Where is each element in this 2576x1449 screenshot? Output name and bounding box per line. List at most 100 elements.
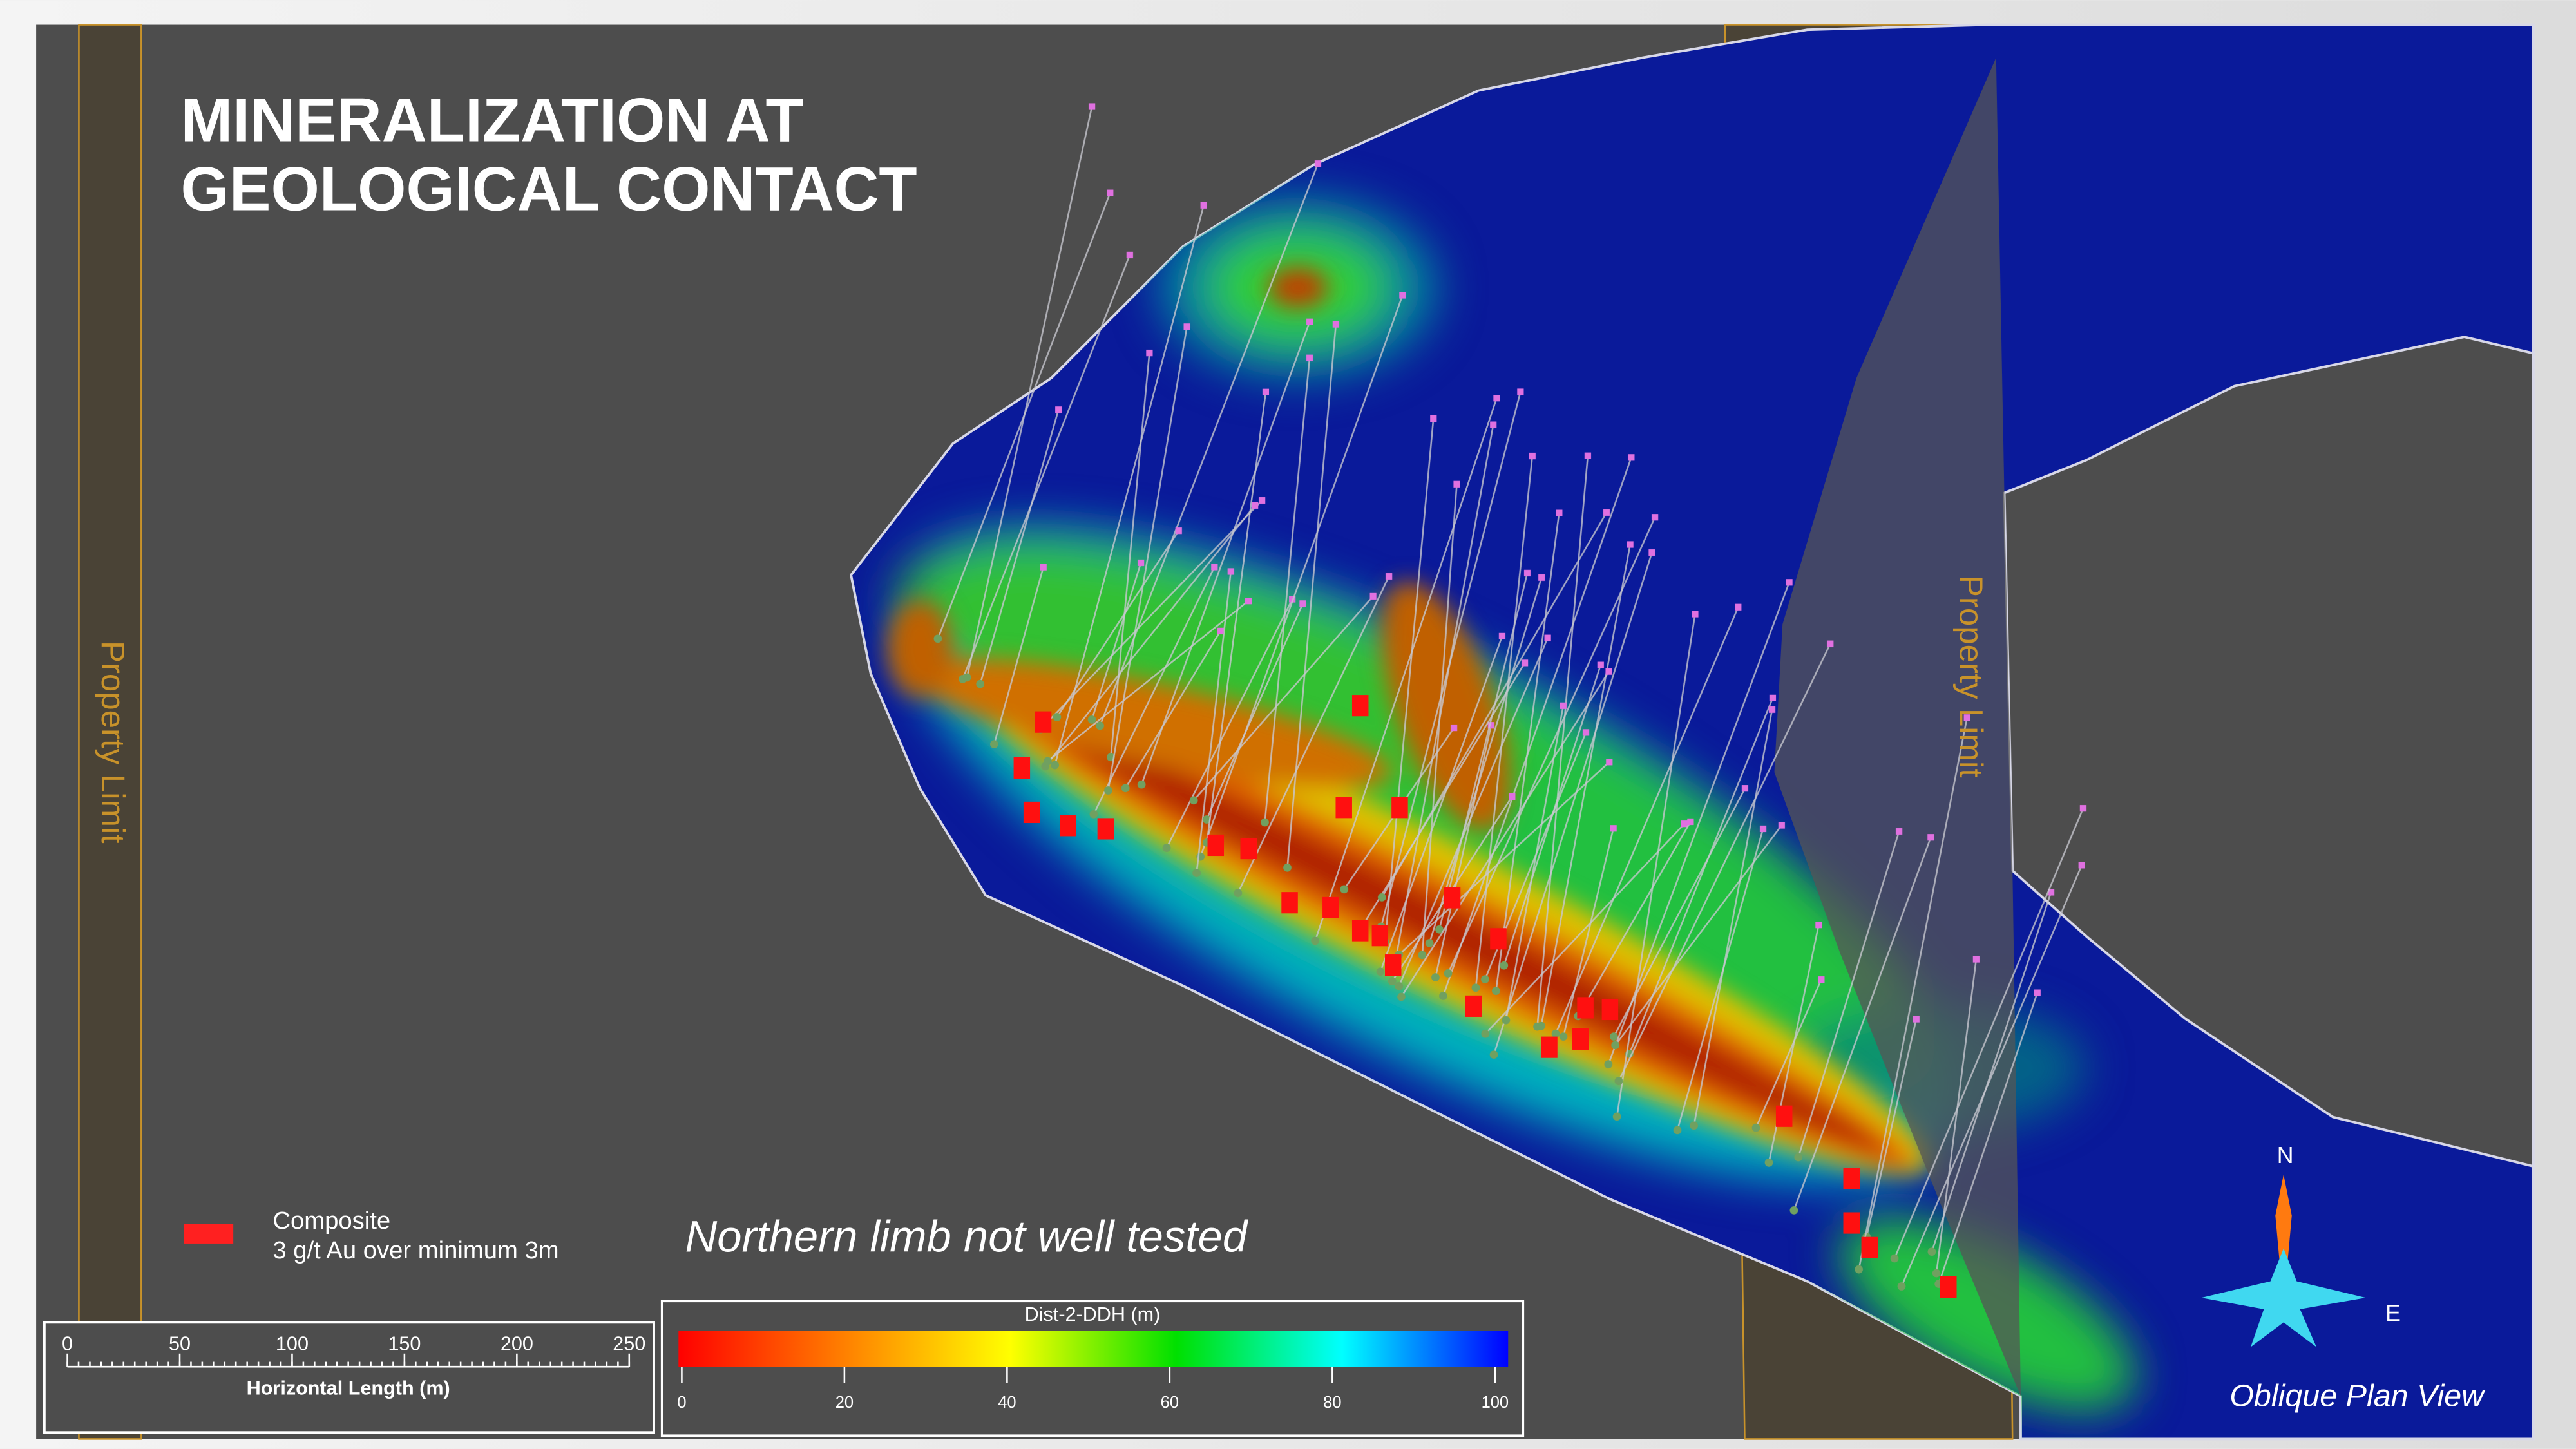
hole-collar bbox=[1523, 569, 1531, 577]
hole-collar bbox=[1490, 421, 1497, 428]
hole-collar bbox=[1628, 454, 1635, 461]
hole-intercept bbox=[1192, 869, 1201, 877]
hole-intercept bbox=[1202, 815, 1211, 824]
hole-collar bbox=[1055, 406, 1062, 413]
hole-trace bbox=[1474, 455, 1534, 988]
hole-collar bbox=[2078, 862, 2085, 869]
color-bar: Dist-2-DDH (m) 0 20 40 60 80 100 bbox=[660, 1300, 1525, 1437]
hole-collar bbox=[1430, 415, 1437, 422]
composites bbox=[1013, 695, 1957, 1298]
hole-collar bbox=[1735, 603, 1742, 611]
hole-intercept bbox=[1388, 977, 1397, 986]
hole-trace bbox=[1893, 808, 2085, 1259]
hole-collar bbox=[1040, 564, 1047, 571]
hole-collar bbox=[1183, 323, 1190, 330]
hole-trace bbox=[1428, 577, 1543, 943]
hole-collar bbox=[1453, 480, 1460, 488]
hole-trace bbox=[1562, 828, 1614, 1037]
hole-intercept bbox=[1471, 983, 1480, 992]
hole-trace bbox=[1607, 582, 1790, 1065]
hole-trace bbox=[1107, 327, 1188, 791]
hole-trace bbox=[1044, 505, 1256, 767]
composite bbox=[1861, 1236, 1878, 1258]
hole-trace bbox=[1206, 603, 1304, 820]
composite bbox=[1035, 711, 1052, 733]
hole-intercept bbox=[1435, 925, 1444, 934]
hole-intercept bbox=[1051, 761, 1060, 770]
hole-intercept bbox=[1559, 1032, 1568, 1041]
compass-east: E bbox=[2385, 1300, 2401, 1326]
hole-trace bbox=[1447, 516, 1656, 974]
hole-collar bbox=[1369, 592, 1377, 600]
legend-label: Composite bbox=[272, 1207, 390, 1235]
hole-trace bbox=[1495, 513, 1560, 991]
hole-trace bbox=[1380, 392, 1522, 927]
hole-trace bbox=[1398, 761, 1610, 956]
hole-intercept bbox=[1121, 784, 1130, 793]
hole-intercept bbox=[1397, 992, 1406, 1001]
hole-trace bbox=[1935, 959, 1978, 1274]
hole-collar bbox=[1299, 600, 1306, 607]
hole-collar bbox=[1584, 452, 1591, 459]
hole-trace bbox=[1616, 614, 1696, 1117]
hole-intercept bbox=[1425, 939, 1434, 947]
color-tick-label: 80 bbox=[1323, 1394, 1341, 1412]
scale-tick-label: 150 bbox=[388, 1333, 421, 1355]
hole-trace bbox=[1206, 392, 1267, 843]
legend-description: 3 g/t Au over minimum 3m bbox=[272, 1236, 558, 1264]
hole-intercept bbox=[1376, 967, 1385, 976]
hole-intercept bbox=[1690, 1121, 1699, 1130]
hole-collar bbox=[1529, 452, 1536, 460]
hole-collar bbox=[1972, 956, 1980, 963]
hole-trace bbox=[1099, 163, 1319, 726]
hole-intercept bbox=[1261, 818, 1269, 827]
composite bbox=[1207, 834, 1225, 857]
view-label: Oblique Plan View bbox=[2229, 1378, 2486, 1413]
hole-intercept bbox=[1609, 1032, 1618, 1041]
hole-collar bbox=[1815, 922, 1822, 929]
hole-collar bbox=[1227, 568, 1234, 575]
composite bbox=[1490, 928, 1507, 950]
hole-intercept bbox=[1283, 863, 1292, 872]
hole-trace bbox=[1381, 512, 1608, 898]
composite bbox=[1023, 801, 1040, 824]
hole-trace bbox=[1193, 596, 1374, 801]
color-tick-label: 40 bbox=[998, 1394, 1016, 1412]
hole-intercept bbox=[1234, 889, 1243, 897]
hole-trace bbox=[1505, 705, 1565, 1021]
hole-trace bbox=[1196, 571, 1232, 873]
hole-collar bbox=[1509, 793, 1516, 800]
hole-trace bbox=[1379, 636, 1503, 972]
composite bbox=[1013, 757, 1031, 779]
hole-collar bbox=[1560, 702, 1567, 709]
hole-collar bbox=[1681, 820, 1688, 828]
hole-collar bbox=[1605, 668, 1612, 675]
hole-intercept bbox=[1673, 1126, 1682, 1135]
hole-trace bbox=[1435, 724, 1493, 978]
hole-intercept bbox=[1502, 1016, 1511, 1025]
hole-collar bbox=[1498, 632, 1505, 639]
hole-trace bbox=[1536, 455, 1589, 1027]
hole-intercept bbox=[1103, 786, 1112, 795]
composite bbox=[1240, 837, 1257, 860]
hole-collar bbox=[1913, 1016, 1920, 1023]
hole-collar bbox=[1306, 318, 1313, 325]
hole-intercept bbox=[1612, 1112, 1621, 1121]
hole-collar bbox=[1544, 634, 1551, 641]
hole-collar bbox=[1627, 541, 1634, 548]
hole-collar bbox=[1687, 818, 1694, 826]
title-line: GEOLOGICAL CONTACT bbox=[181, 154, 917, 224]
hole-collar bbox=[1146, 350, 1153, 357]
hole-trace bbox=[1614, 824, 1782, 1046]
hole-collar bbox=[1245, 598, 1252, 605]
hole-intercept bbox=[1096, 721, 1104, 730]
hole-trace bbox=[1865, 1019, 1917, 1237]
hole-intercept bbox=[1053, 713, 1062, 721]
hole-collar bbox=[2047, 889, 2055, 896]
hole-trace bbox=[1755, 979, 1822, 1128]
hole-collar bbox=[1306, 354, 1313, 361]
hole-intercept bbox=[1932, 1269, 1941, 1278]
hole-intercept bbox=[1500, 961, 1509, 970]
hole-collar bbox=[1138, 559, 1145, 567]
